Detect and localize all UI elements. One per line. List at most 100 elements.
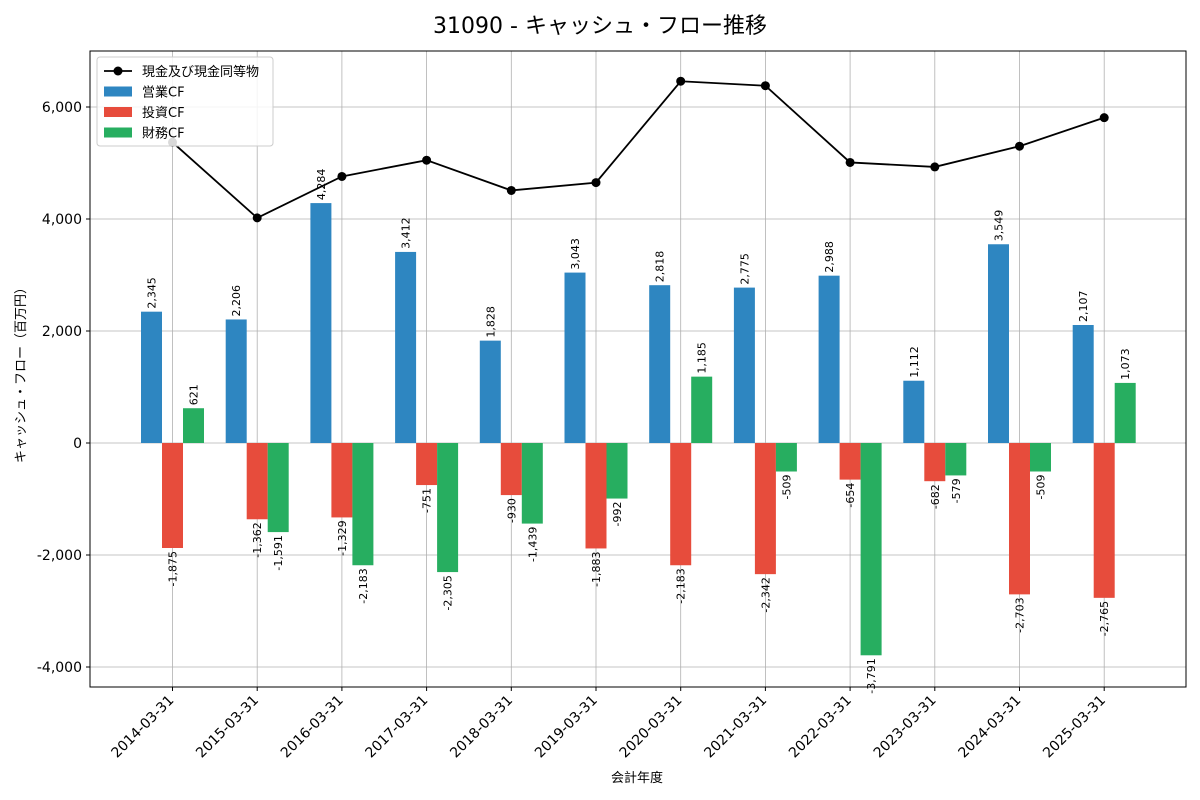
data-label: -509 — [780, 475, 793, 500]
legend-label: 財務CF — [142, 127, 185, 142]
bar-operating — [649, 285, 671, 443]
x-tick-label: 2023-03-31 — [871, 693, 940, 762]
bar-financing — [691, 376, 713, 443]
data-label: 3,412 — [400, 217, 413, 249]
data-label: -1,875 — [167, 551, 180, 586]
data-label: 2,775 — [738, 253, 751, 285]
data-label: 4,284 — [315, 169, 328, 201]
legend-bar-swatch — [104, 127, 132, 138]
legend-label: 営業CF — [142, 85, 185, 101]
cash-equivalents-point — [506, 185, 516, 195]
bar-operating — [225, 319, 247, 443]
bar-investing — [162, 443, 183, 548]
bar-operating — [395, 251, 417, 443]
bar-investing — [585, 443, 607, 549]
bar-operating — [988, 244, 1009, 443]
bar-investing — [924, 443, 946, 482]
data-label: -509 — [1035, 475, 1048, 500]
bar-operating — [733, 287, 755, 443]
data-label: -2,765 — [1098, 601, 1111, 636]
bar-operating — [903, 380, 925, 443]
bar-investing — [670, 443, 692, 566]
x-tick-label: 2017-03-31 — [363, 693, 432, 762]
x-tick-label: 2015-03-31 — [193, 693, 262, 762]
data-label: -2,305 — [442, 575, 455, 610]
data-label: 621 — [188, 384, 201, 405]
cash-equivalents-point — [1015, 141, 1024, 151]
x-tick-label: 2020-03-31 — [617, 693, 686, 762]
cash-equivalents-point — [1099, 113, 1109, 123]
data-label: -2,183 — [357, 568, 370, 603]
data-label: 1,185 — [696, 342, 709, 374]
x-tick-label: 2019-03-31 — [532, 693, 601, 762]
data-label: 2,107 — [1077, 291, 1090, 323]
bar-financing — [437, 443, 459, 573]
data-label: -930 — [505, 498, 518, 523]
legend-label: 現金及び現金同等物 — [142, 64, 259, 80]
bar-financing — [352, 443, 374, 566]
bar-financing — [1114, 382, 1136, 443]
y-tick-label: 0 — [73, 436, 82, 452]
data-label: -654 — [844, 483, 857, 508]
y-tick-label: -4,000 — [37, 660, 82, 676]
data-label: -1,329 — [336, 520, 349, 555]
x-tick-label: 2016-03-31 — [278, 693, 347, 762]
y-tick-label: -2,000 — [37, 548, 82, 564]
data-label: 2,206 — [230, 285, 243, 317]
x-tick-label: 2021-03-31 — [701, 693, 770, 762]
data-label: 1,112 — [908, 346, 921, 378]
bar-investing — [754, 443, 776, 575]
cash-equivalents-point — [676, 76, 686, 86]
bar-layer — [141, 203, 1136, 656]
bar-financing — [775, 443, 797, 472]
data-label: 2,345 — [146, 277, 159, 309]
data-label: -682 — [929, 484, 942, 509]
x-tick-label: 2014-03-31 — [108, 693, 177, 762]
data-label: -1,883 — [590, 551, 603, 586]
bar-financing — [1030, 443, 1051, 472]
bar-financing — [945, 443, 967, 476]
bar-investing — [246, 443, 268, 520]
bar-financing — [606, 443, 628, 499]
cash-equivalents-point — [845, 157, 855, 167]
x-tick-label: 2025-03-31 — [1040, 693, 1109, 762]
data-label: -1,439 — [526, 527, 539, 562]
chart-title: 31090 - キャッシュ・フロー推移 — [433, 14, 767, 39]
data-label: 3,043 — [569, 238, 582, 270]
bar-investing — [839, 443, 861, 480]
cash-equivalents-point — [252, 213, 262, 223]
cash-equivalents-point — [591, 178, 601, 188]
bar-investing — [1009, 443, 1030, 595]
plot-frame — [89, 50, 1187, 688]
data-label: 2,988 — [823, 241, 836, 273]
x-tick-label: 2024-03-31 — [955, 693, 1024, 762]
bar-operating — [141, 311, 162, 443]
data-label: -751 — [421, 488, 434, 513]
bar-investing — [1093, 443, 1115, 598]
legend-bar-swatch — [104, 86, 132, 97]
data-label: 3,549 — [993, 210, 1006, 242]
cash-equivalents-point — [760, 81, 770, 91]
bar-operating — [818, 275, 840, 443]
y-axis-label: キャッシュ・フロー（百万円） — [14, 281, 29, 463]
bar-operating — [564, 272, 586, 443]
bar-investing — [500, 443, 522, 496]
cash-equivalents-line — [171, 80, 1105, 219]
bar-investing — [416, 443, 438, 486]
data-label: 1,073 — [1119, 348, 1132, 380]
data-label: -2,703 — [1014, 597, 1027, 632]
legend-label: 投資CF — [142, 105, 185, 121]
data-label-layer: 2,345 2,206 4,284 3,412 1,828 3,043 2,818 2,775… — [146, 169, 1133, 694]
legend-bar-swatch — [104, 107, 132, 117]
legend-box — [96, 56, 274, 147]
line-layer — [168, 76, 1109, 223]
y-tick-label: 6,000 — [42, 100, 82, 116]
data-label: -3,791 — [865, 658, 878, 693]
data-label: -992 — [611, 502, 624, 527]
data-label: -2,342 — [759, 577, 772, 612]
cash-equivalents-point — [930, 162, 940, 172]
legend-marker-swatch — [113, 66, 123, 76]
data-label: -1,362 — [251, 522, 264, 557]
